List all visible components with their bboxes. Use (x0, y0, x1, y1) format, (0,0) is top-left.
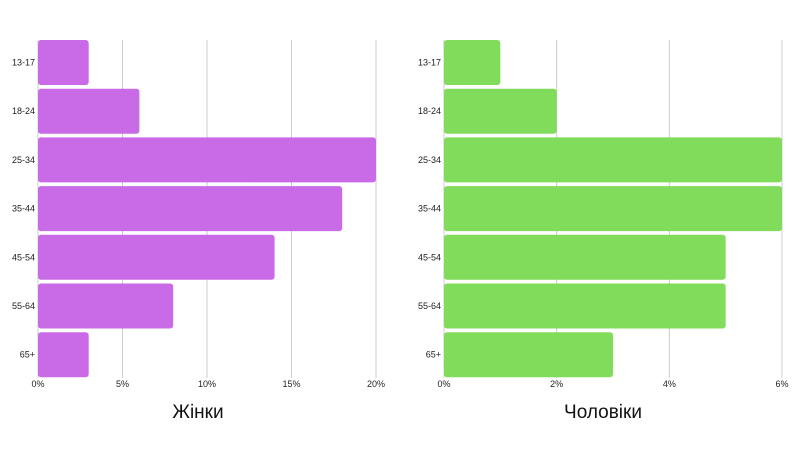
women-x-tick-label: 0% (31, 379, 44, 389)
women-x-tick-label: 20% (367, 379, 385, 389)
women-category-label: 55-64 (12, 301, 35, 311)
women-category-label: 13-17 (12, 58, 35, 68)
men-bar-13-17 (444, 40, 501, 85)
women-x-tick-label: 10% (198, 379, 216, 389)
men-x-tick-label: 0% (437, 379, 450, 389)
women-x-tick-label: 15% (282, 379, 300, 389)
women-x-tick-label: 5% (116, 379, 129, 389)
men-bar-65+ (444, 332, 613, 378)
women-bar-55-64 (38, 283, 174, 329)
women-bar-25-34 (38, 137, 376, 183)
men-bar-25-34 (444, 137, 782, 183)
men-bar-55-64 (444, 283, 726, 329)
men-bar-35-44 (444, 186, 782, 232)
women-bar-45-54 (38, 234, 275, 280)
men-bar-18-24 (444, 88, 557, 134)
men-x-tick-label: 4% (663, 379, 676, 389)
men-x-tick-label: 6% (775, 379, 788, 389)
women-bar-18-24 (38, 88, 140, 134)
women-category-label: 25-34 (12, 155, 35, 165)
men-bar-45-54 (444, 234, 726, 280)
women-category-label: 35-44 (12, 204, 35, 214)
men-category-label: 18-24 (418, 106, 441, 116)
men-category-label: 25-34 (418, 155, 441, 165)
men-category-label: 55-64 (418, 301, 441, 311)
men-category-label: 45-54 (418, 252, 441, 262)
men-category-label: 65+ (426, 350, 441, 360)
women-category-label: 65+ (20, 350, 35, 360)
women-bar-13-17 (38, 40, 89, 85)
women-age-chart: 0% 5% 10% 15% 20% 13-17 18-24 25-34 35-44 45-54 55… (12, 40, 385, 389)
women-bar-65+ (38, 332, 89, 378)
men-x-tick-label: 2% (550, 379, 563, 389)
men-category-label: 35-44 (418, 204, 441, 214)
men-chart-title: Чоловіки (564, 402, 642, 423)
women-bar-35-44 (38, 186, 343, 232)
women-chart-title: Жінки (172, 402, 224, 423)
women-category-label: 18-24 (12, 106, 35, 116)
women-category-label: 45-54 (12, 252, 35, 262)
men-age-chart: 0% 2% 4% 6% 13-17 18-24 25-34 35-44 45-54 55-64 65… (418, 40, 789, 389)
men-category-label: 13-17 (418, 58, 441, 68)
